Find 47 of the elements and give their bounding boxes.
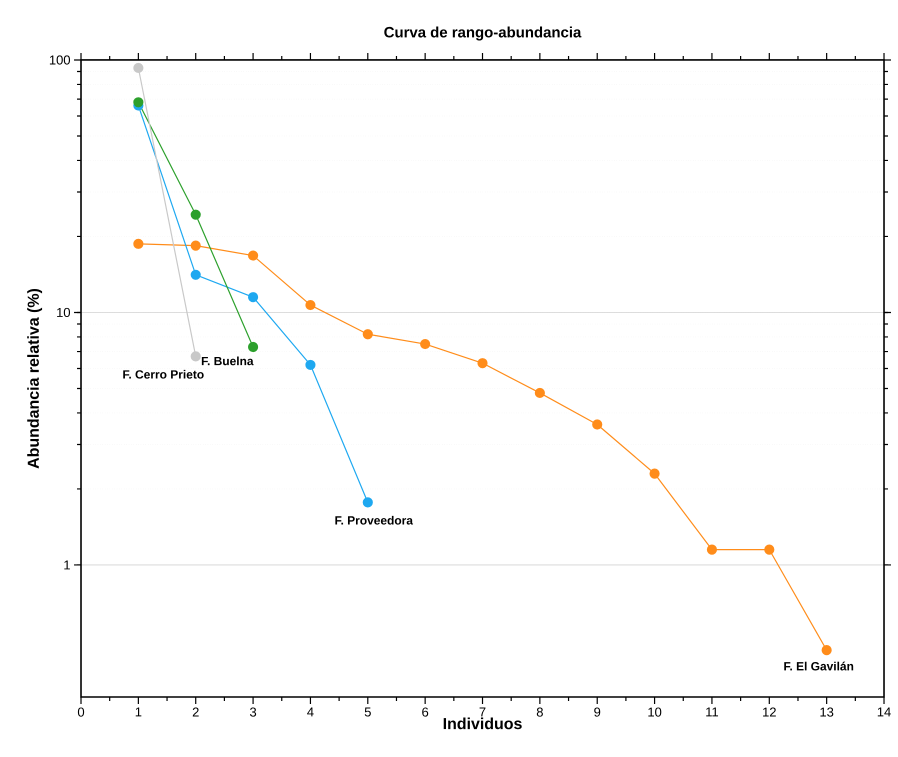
x-tick-label: 6 [422, 707, 428, 717]
point [764, 544, 774, 555]
x-tick-label: 2 [192, 707, 199, 717]
point [305, 360, 316, 370]
x-tick-label: 14 [878, 707, 891, 716]
series-label: F. Proveedora [335, 516, 414, 525]
x-tick-label: 8 [536, 707, 543, 717]
series-label: F. El Gavilán [784, 662, 854, 670]
y-tick-label: 1 [64, 560, 70, 570]
x-tick-label: 12 [763, 707, 776, 717]
y-axis-title: Abundancia relativa (%) [27, 288, 42, 468]
point [133, 62, 144, 74]
point [534, 388, 545, 398]
point [477, 358, 488, 368]
x-tick-label: 9 [594, 707, 600, 717]
point [248, 250, 258, 261]
point [706, 544, 718, 555]
point [305, 300, 316, 310]
x-axis-title: Individuos [444, 718, 522, 730]
x-tick-label: 10 [648, 707, 662, 717]
point [190, 351, 201, 362]
point [362, 329, 373, 340]
point [822, 645, 832, 656]
y-tick-label: 100 [50, 55, 70, 65]
point [248, 342, 258, 352]
x-tick-label: 5 [364, 707, 371, 717]
point [190, 240, 201, 251]
point [420, 338, 430, 350]
x-tick-label: 4 [307, 707, 314, 716]
x-tick-label: 11 [706, 707, 718, 716]
point [133, 97, 144, 108]
series-label: F. Buelna [202, 356, 254, 366]
point [592, 419, 602, 430]
point [362, 497, 373, 508]
point [248, 292, 258, 302]
point [190, 270, 201, 280]
point [650, 468, 660, 479]
chart-title: Curva de rango-abundancia [384, 26, 582, 41]
x-tick-label: 0 [78, 707, 84, 717]
point [133, 238, 144, 249]
x-tick-label: 7 [480, 707, 486, 716]
x-tick-label: 3 [250, 707, 256, 717]
series-label: F. Cerro Prieto [123, 370, 204, 379]
x-tick-label: 1 [136, 707, 142, 716]
x-tick-label: 13 [820, 707, 834, 717]
point [190, 210, 201, 220]
y-tick-label: 10 [57, 308, 70, 318]
